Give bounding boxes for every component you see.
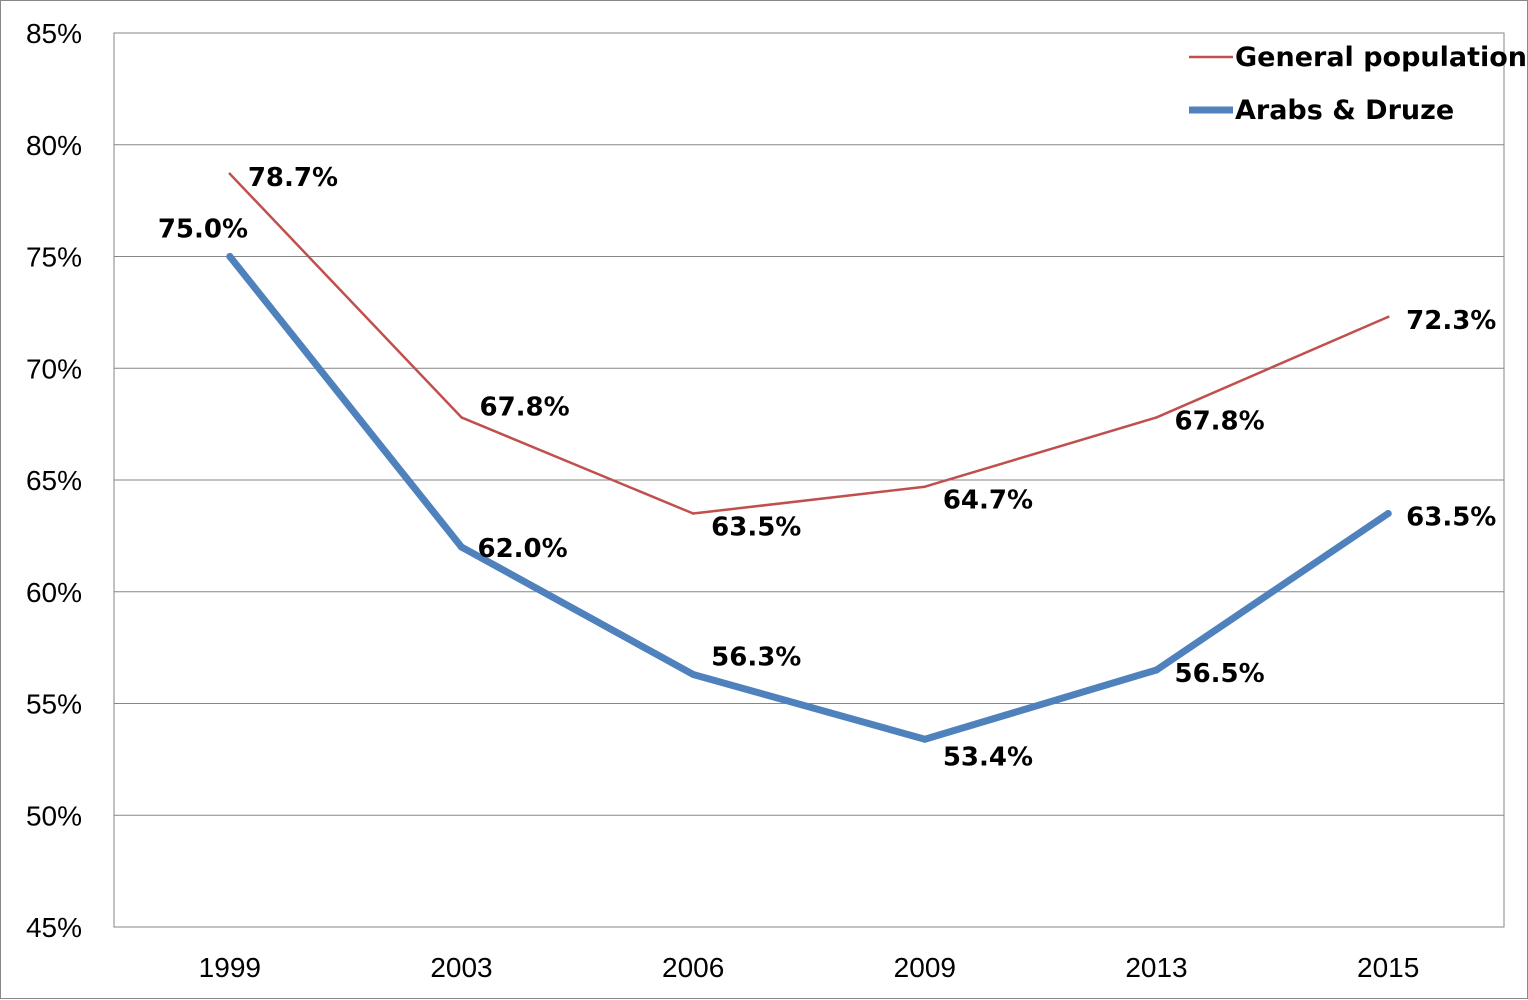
x-tick-label: 2003	[430, 952, 492, 983]
legend-label: Arabs & Druze	[1235, 95, 1454, 126]
y-tick-label: 70%	[26, 353, 82, 384]
data-label: 53.4%	[943, 742, 1033, 772]
data-label: 64.7%	[943, 486, 1033, 516]
data-label: 56.5%	[1175, 659, 1265, 689]
x-tick-label: 2009	[894, 952, 956, 983]
data-point	[923, 485, 927, 488]
data-label: 56.3%	[711, 642, 801, 672]
y-tick-label: 80%	[26, 130, 82, 161]
data-label: 62.0%	[478, 534, 568, 564]
data-point	[226, 253, 234, 260]
y-tick-label: 60%	[26, 577, 82, 608]
x-tick-label: 1999	[199, 952, 261, 983]
y-tick-label: 75%	[26, 242, 82, 273]
x-tick-label: 2013	[1125, 952, 1187, 983]
data-label: 63.5%	[1406, 503, 1496, 533]
y-tick-label: 65%	[26, 465, 82, 496]
data-point	[689, 670, 697, 678]
data-point	[921, 735, 929, 743]
y-tick-label: 85%	[26, 18, 82, 49]
data-point	[1386, 315, 1390, 319]
data-label: 72.3%	[1406, 306, 1496, 336]
legend-label: General population	[1235, 42, 1527, 73]
data-point	[228, 172, 232, 176]
y-tick-label: 50%	[26, 800, 82, 831]
data-point	[1153, 666, 1160, 674]
plot-area	[113, 32, 1505, 928]
data-point	[460, 416, 463, 419]
data-label: 67.8%	[1175, 406, 1265, 436]
data-label: 67.8%	[480, 392, 570, 422]
y-tick-label: 45%	[26, 912, 82, 943]
y-tick-label: 55%	[26, 689, 82, 720]
data-point	[691, 512, 695, 515]
data-label: 78.7%	[248, 163, 338, 193]
data-point	[1155, 416, 1158, 419]
series-line-arabs-druze	[226, 253, 1392, 743]
data-point	[458, 543, 465, 551]
x-tick-label: 2015	[1357, 952, 1419, 983]
data-label: 75.0%	[158, 215, 248, 245]
data-label: 63.5%	[711, 513, 801, 543]
series-line-general-population	[228, 172, 1390, 515]
data-point	[1384, 510, 1392, 518]
x-tick-label: 2006	[662, 952, 724, 983]
